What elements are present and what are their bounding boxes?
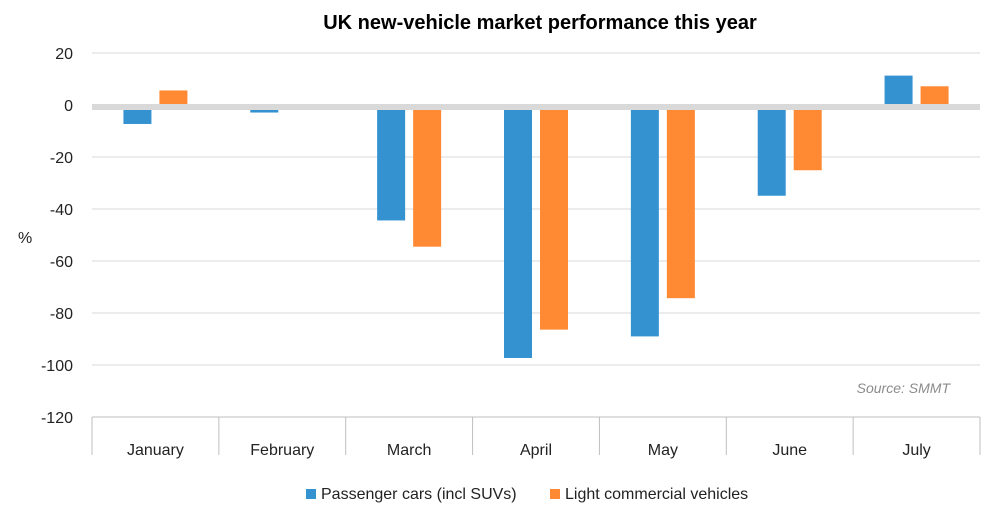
y-tick-label: -60: [50, 254, 73, 271]
x-axis: January February March April May June July: [91, 416, 981, 459]
x-tick-label: July: [902, 442, 930, 459]
y-tick-label: -100: [41, 358, 73, 375]
bar-passenger-cars-june: [757, 105, 786, 196]
x-tick-label: April: [520, 442, 552, 459]
bar-light-commercial-may: [666, 105, 695, 299]
x-tick-label: May: [648, 442, 678, 459]
bar-light-commercial-march: [413, 105, 442, 247]
source-annotation: Source: SMMT: [857, 380, 952, 396]
legend-swatch-passenger-cars: [306, 489, 316, 499]
legend-swatch-light-commercial: [550, 489, 560, 499]
y-tick-label: 0: [64, 98, 73, 115]
y-axis-ticks: 20 0 -20 -40 -60 -80 -100 -120: [41, 46, 73, 427]
bar-light-commercial-january: [159, 90, 188, 105]
bar-light-commercial-april: [540, 105, 568, 330]
bar-passenger-cars-may: [630, 105, 659, 337]
legend: Passenger cars (incl SUVs) Light commerci…: [306, 486, 748, 503]
x-tick-label: January: [127, 442, 184, 459]
x-tick-label: February: [250, 442, 314, 459]
x-tick-label: March: [387, 442, 431, 459]
y-tick-label: -120: [41, 410, 73, 427]
y-tick-label: -20: [50, 150, 73, 167]
y-tick-label: 20: [55, 46, 73, 63]
bar-passenger-cars-april: [504, 105, 532, 358]
y-tick-label: -40: [50, 202, 73, 219]
bar-light-commercial-june: [793, 105, 822, 171]
y-axis-label: %: [18, 230, 32, 247]
bar-passenger-cars-march: [377, 105, 406, 221]
x-tick-label: June: [772, 442, 807, 459]
chart-title: UK new-vehicle market performance this y…: [323, 12, 757, 34]
zero-axis-line: [92, 104, 980, 110]
bar-light-commercial-july: [920, 86, 949, 105]
legend-label-passenger-cars: Passenger cars (incl SUVs): [321, 486, 517, 503]
bars: [123, 75, 949, 358]
y-tick-label: -80: [50, 306, 73, 323]
zero-line: [92, 104, 980, 110]
legend-label-light-commercial: Light commercial vehicles: [565, 486, 748, 503]
bar-passenger-cars-july: [884, 75, 913, 105]
